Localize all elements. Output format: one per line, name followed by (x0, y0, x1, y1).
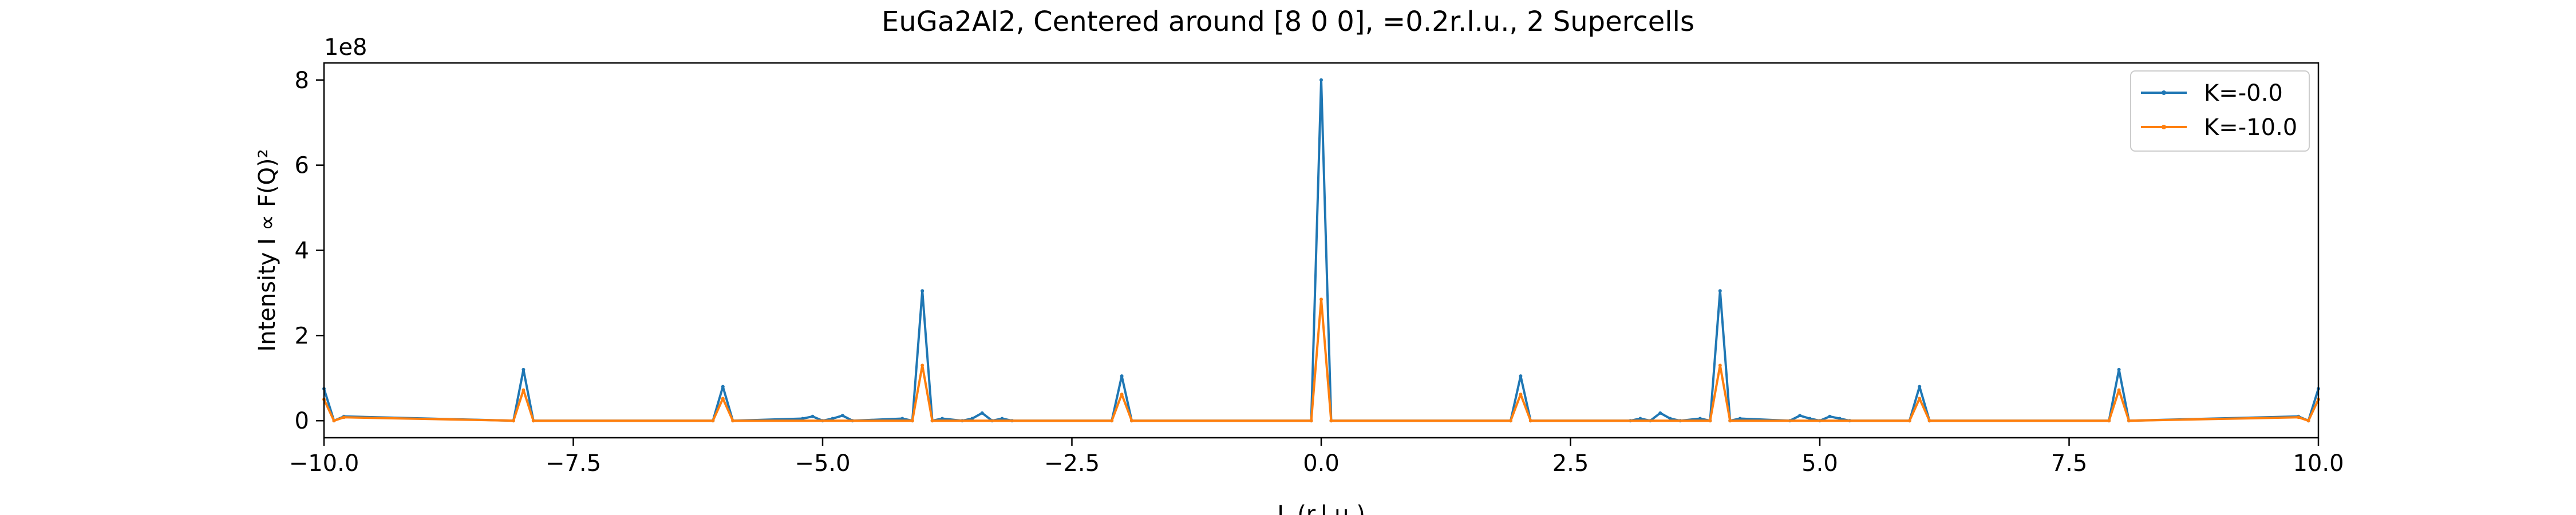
data-point (1658, 411, 1662, 415)
y-tick-label: 6 (295, 153, 309, 179)
data-point (1708, 419, 1712, 423)
data-point (980, 411, 984, 415)
x-tick-label: 10.0 (2293, 450, 2344, 477)
data-point (930, 419, 934, 423)
series-line-1 (323, 298, 2320, 422)
data-point (1519, 374, 1523, 378)
data-point (1718, 363, 1722, 367)
data-point (721, 397, 725, 401)
data-point (1918, 397, 1922, 401)
data-point (1738, 417, 1742, 421)
data-point (840, 414, 844, 418)
data-point (1319, 298, 1323, 302)
data-point (731, 419, 735, 423)
x-tick-label: 5.0 (1801, 450, 1838, 477)
data-point (1110, 419, 1114, 423)
data-point (1728, 419, 1732, 423)
x-tick-label: −5.0 (795, 450, 850, 477)
data-point (1828, 414, 1832, 418)
data-point (1698, 417, 1702, 421)
y-tick-label: 8 (295, 68, 309, 94)
data-point (332, 419, 336, 423)
data-point (920, 363, 924, 367)
data-point (1528, 419, 1532, 423)
data-point (1798, 414, 1802, 418)
data-point (970, 417, 974, 421)
data-point (2117, 388, 2121, 392)
y-axis-label: Intensity I ∝ F(Q)² (254, 149, 280, 351)
legend-marker (2162, 125, 2166, 129)
x-tick-label: −10.0 (289, 450, 359, 477)
data-point (900, 417, 904, 421)
data-point (1668, 417, 1672, 421)
data-point (531, 419, 535, 423)
y-tick-label: 4 (295, 238, 309, 264)
data-point (1808, 417, 1812, 421)
y-tick-label: 2 (295, 323, 309, 349)
series-layer (322, 78, 2320, 423)
data-point (1918, 385, 1922, 389)
data-point (920, 289, 924, 293)
data-point (1120, 374, 1124, 378)
data-point (811, 414, 815, 418)
data-point (801, 417, 805, 421)
data-point (1718, 289, 1722, 293)
data-point (910, 419, 914, 423)
y-tick-label: 0 (295, 408, 309, 434)
data-point (2117, 367, 2121, 371)
data-point (1329, 419, 1333, 423)
x-axis-label: L (r.l.u.) (1277, 501, 1365, 515)
x-tick-label: 7.5 (2051, 450, 2088, 477)
chart-title: EuGa2Al2, Centered around [8 0 0], =0.2r… (882, 6, 1694, 38)
legend-frame (2130, 70, 2310, 152)
data-point (711, 419, 715, 423)
legend-marker (2162, 90, 2166, 95)
y-offset-label: 1e8 (324, 34, 368, 61)
data-point (2306, 419, 2310, 423)
data-point (342, 415, 346, 419)
x-tick-label: 2.5 (1552, 450, 1589, 477)
data-point (1120, 393, 1124, 397)
data-point (941, 417, 945, 421)
data-point (1927, 419, 1931, 423)
data-point (831, 417, 835, 421)
x-tick-label: −7.5 (546, 450, 601, 477)
data-point (2297, 415, 2301, 419)
data-point (1309, 419, 1313, 423)
data-point (521, 367, 526, 371)
legend: K=-0.0 K=-10.0 (2130, 70, 2310, 152)
data-point (1130, 419, 1134, 423)
x-tick-label: −2.5 (1044, 450, 1100, 477)
y-axis: 0 2 4 6 8 (295, 68, 324, 434)
data-point (1838, 417, 1842, 421)
legend-label: K=-10.0 (2204, 114, 2297, 141)
data-point (2107, 419, 2111, 423)
series-line-0 (323, 78, 2320, 422)
data-point (1000, 417, 1004, 421)
data-point (1638, 417, 1642, 421)
data-point (2127, 419, 2131, 423)
x-tick-label: 0.0 (1303, 450, 1340, 477)
data-point (1907, 419, 1911, 423)
data-point (1519, 393, 1523, 397)
data-point (511, 419, 515, 423)
data-point (1319, 78, 1323, 82)
x-axis: −10.0 −7.5 −5.0 −2.5 0.0 2.5 5.0 7.5 10.0 (289, 438, 2344, 477)
data-point (1508, 419, 1512, 423)
legend-label: K=-0.0 (2204, 80, 2283, 106)
data-point (521, 388, 526, 392)
data-point (721, 385, 725, 389)
